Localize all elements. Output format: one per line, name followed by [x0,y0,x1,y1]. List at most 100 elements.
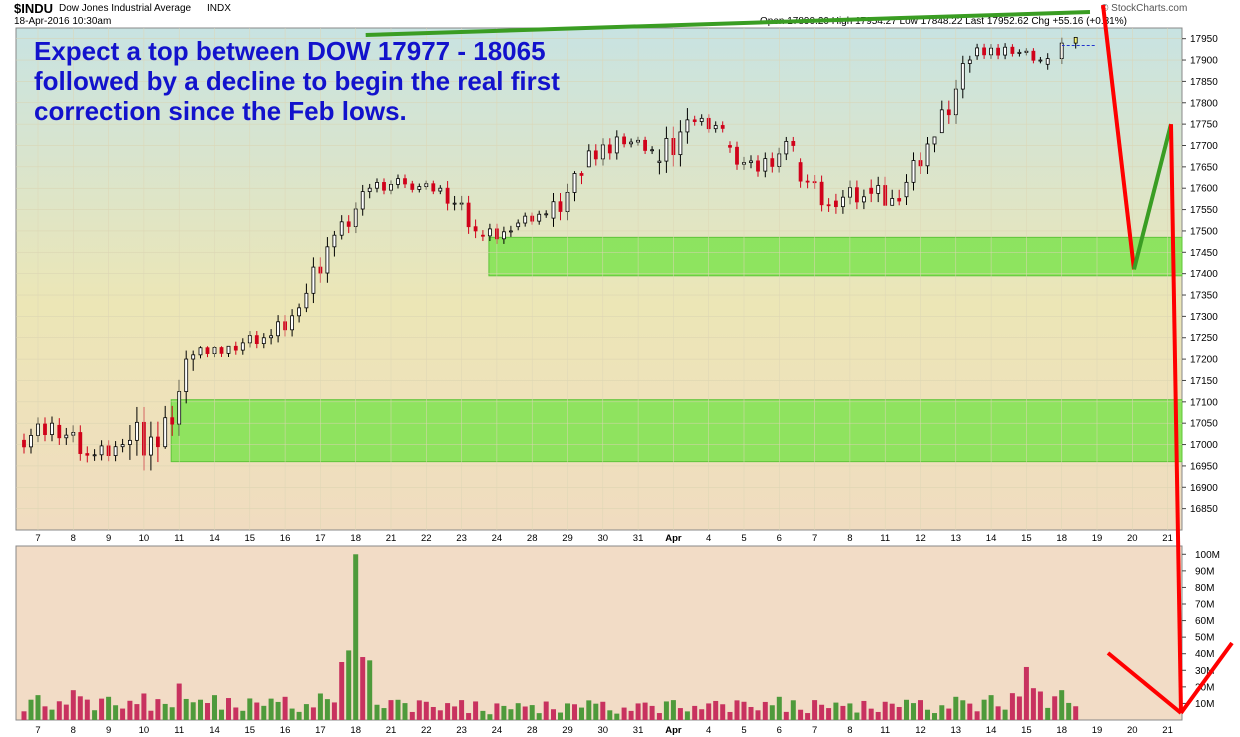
volume-bar [692,705,698,720]
candle-body [261,337,266,345]
date-tick-label: 16 [280,533,291,544]
date-tick-label: 6 [777,533,782,544]
candle-body [452,202,457,205]
candle-body [339,221,344,236]
volume-bar [120,708,126,720]
candle-body [163,417,168,448]
forecast-up-segment [365,10,1091,37]
date-tick-label: 18 [1056,725,1067,736]
volume-bar [656,713,662,720]
volume-bar [190,702,196,720]
date-tick-label: 24 [492,725,503,736]
date-tick-label: 12 [915,533,926,544]
candle-body [64,434,69,439]
price-tick-label: 17000 [1190,440,1218,451]
volume-bar [1066,702,1072,720]
candle-body [473,226,478,232]
candle-body [276,321,281,337]
volume-bar [28,699,34,720]
candle-body [410,183,415,190]
candle-body [841,196,845,208]
date-tick-label: 7 [35,533,40,544]
price-tick-label: 17200 [1190,355,1218,366]
date-tick-label: 21 [1162,725,1173,736]
candle-body [240,342,245,351]
volume-bar [677,708,683,720]
volume-tick-label: 10M [1195,699,1214,710]
volume-bar [77,696,83,720]
volume-bar [162,703,168,720]
volume-bar [1073,706,1079,720]
candle-body [120,444,125,448]
date-tick-label: 30 [598,533,609,544]
volume-bar [452,706,458,720]
volume-bar [367,660,373,720]
volume-bar [536,713,542,720]
date-tick-label: 18 [350,725,361,736]
volume-bar [70,690,76,720]
candle-body [516,222,521,228]
volume-bar [49,709,55,720]
candle-body [996,47,1000,56]
price-tick-label: 17450 [1190,248,1218,259]
candle-body [798,162,803,182]
candle-body [226,345,231,354]
date-tick-label: 17 [315,725,326,736]
volume-bar [445,703,451,720]
candle-body [501,231,506,240]
volume-bar [198,699,203,720]
candle-body [445,187,450,204]
date-tick-label: 23 [456,725,467,736]
volume-bar [247,698,253,720]
date-tick-label: 24 [492,533,503,544]
volume-bar [889,703,895,720]
date-tick-label: 11 [174,533,184,544]
stockcharts-logo[interactable]: © StockCharts.com [1101,3,1188,14]
date-tick-label: 14 [209,533,220,544]
volume-bar [324,699,330,720]
volume-bar [1023,666,1029,720]
symbol-label[interactable]: $INDU [14,1,54,16]
candle-body [826,204,831,207]
candle-body [396,178,400,185]
volume-bar [360,657,366,720]
date-tick-label: Apr [665,533,682,544]
volume-bar [565,703,570,720]
volume-bar [317,693,323,720]
volume-bar [670,700,676,720]
candle-body [360,191,365,210]
price-tick-label: 17350 [1190,291,1218,302]
volume-bar [374,704,380,720]
date-tick-label: 28 [527,533,538,544]
date-tick-label: 13 [951,725,962,736]
date-tick-label: 7 [35,725,40,736]
date-tick-label: Apr [665,725,682,736]
volume-bar [254,702,260,720]
candle-body [544,213,549,216]
support-zones [170,236,1183,463]
candle-body [593,150,598,160]
forecast-down-segment [1106,651,1183,715]
volume-tick-label: 40M [1195,649,1214,660]
candle-body [572,173,577,193]
price-tick-label: 17600 [1190,184,1218,195]
candle-body [290,315,295,331]
price-tick-label: 17400 [1190,269,1218,280]
price-tick-label: 17300 [1190,312,1218,323]
candle-body [382,182,386,191]
candle-body [939,109,944,134]
candle-body [50,422,54,436]
volume-bar [42,706,48,720]
candle-body [311,266,316,294]
candle-body [876,185,881,194]
price-tick-label: 17550 [1190,205,1218,216]
candle-body [325,246,330,274]
candle-body [834,200,838,208]
date-tick-label: 28 [527,725,538,736]
volume-bar [1037,691,1043,720]
price-tick-label: 17500 [1190,226,1218,237]
volume-bar [473,701,479,720]
candle-body [304,292,309,309]
candle-body [749,160,753,163]
volume-bar [854,712,860,720]
